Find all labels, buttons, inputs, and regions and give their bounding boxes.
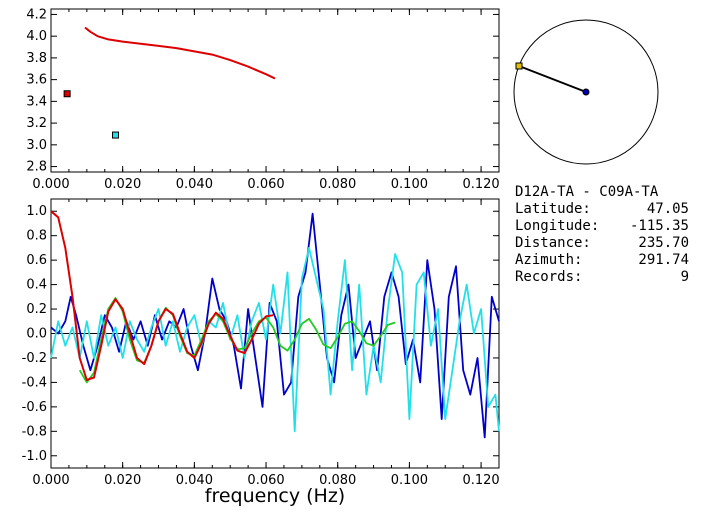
- plot-frame: [50, 8, 500, 173]
- y-tick-label: 4.0: [26, 29, 47, 44]
- x-tick-label: 0.000: [32, 177, 69, 192]
- x-tick-label: 0.000: [32, 473, 69, 488]
- x-tick-label: 0.080: [319, 177, 356, 192]
- x-tick-label: 0.120: [462, 177, 499, 192]
- info-row: Latitude: 47.05: [515, 201, 689, 218]
- correlation-plot: 0.000 0.020 0.040 0.060 0.080 0.100 0.120 -1.0 -…: [22, 198, 500, 507]
- info-value: 235.70: [638, 235, 689, 251]
- data-marker: [112, 131, 120, 139]
- y-tick-label: 0.0: [26, 327, 47, 342]
- info-label: Distance:: [515, 235, 591, 251]
- y-tick-label: 4.2: [26, 7, 47, 22]
- y-tick-label: 3.0: [26, 138, 47, 153]
- y-tick-label: -1.0: [22, 449, 47, 464]
- info-label: Records:: [515, 269, 583, 285]
- info-value: 291.74: [638, 252, 689, 268]
- x-tick-label: 0.060: [247, 177, 284, 192]
- series-line-red: [50, 210, 274, 381]
- info-value: -115.35: [629, 218, 689, 234]
- y-tick-label: -0.2: [22, 351, 47, 366]
- y-tick-label: -0.8: [22, 424, 47, 439]
- y-tick-label: 3.8: [26, 51, 47, 66]
- data-marker: [63, 90, 71, 98]
- station-info-panel: D12A-TA - C09A-TA Latitude: 47.05 Longitud…: [515, 184, 689, 286]
- y-tick-label: 3.2: [26, 116, 47, 131]
- info-label: Azimuth:: [515, 252, 583, 268]
- x-tick-label: 0.080: [319, 473, 356, 488]
- velocity-plot: 0.000 0.020 0.040 0.060 0.080 0.100 0.120 2.8 3.…: [26, 7, 499, 192]
- y-tick-label: -0.6: [22, 400, 47, 415]
- x-tick-label: 0.100: [391, 177, 428, 192]
- y-tick-label: 0.2: [26, 302, 47, 317]
- x-tick-label: 0.120: [462, 473, 499, 488]
- y-tick-label: 3.4: [26, 94, 47, 109]
- station-b-marker: [582, 88, 590, 96]
- y-tick-label: 0.8: [26, 229, 47, 244]
- y-tick-label: 2.8: [26, 160, 47, 175]
- y-tick-label: 1.0: [26, 204, 47, 219]
- x-tick-label: 0.040: [176, 177, 213, 192]
- info-rows: Latitude: 47.05 Longitude: -115.35 Distance:…: [515, 201, 689, 286]
- x-axis-title: frequency (Hz): [205, 485, 345, 507]
- info-row: Azimuth: 291.74: [515, 252, 689, 269]
- x-tick-label: 0.020: [104, 473, 141, 488]
- info-value: 9: [680, 269, 689, 285]
- x-tick-label: 0.100: [391, 473, 428, 488]
- y-tick-label: -0.4: [22, 375, 47, 390]
- y-tick-label: 0.4: [26, 278, 47, 293]
- x-tick-label: 0.060: [247, 473, 284, 488]
- series-line-cyan: [50, 246, 500, 433]
- great-circle-path: [518, 65, 587, 93]
- station-pair-title: D12A-TA - C09A-TA: [515, 184, 659, 200]
- x-tick-label: 0.020: [104, 177, 141, 192]
- info-label: Longitude:: [515, 218, 600, 234]
- station-a-marker: [515, 62, 523, 70]
- map-circle: [513, 19, 659, 165]
- info-row: Records: 9: [515, 269, 689, 286]
- info-value: 47.05: [646, 201, 689, 217]
- series-line-blue: [50, 212, 500, 439]
- info-label: Latitude:: [515, 201, 591, 217]
- station-map: [513, 19, 659, 165]
- y-tick-label: 3.6: [26, 73, 47, 88]
- series-line-red: [84, 26, 276, 80]
- x-tick-label: 0.040: [176, 473, 213, 488]
- y-tick-label: 0.6: [26, 253, 47, 268]
- info-row: Distance: 235.70: [515, 235, 689, 252]
- info-row: Longitude: -115.35: [515, 218, 689, 235]
